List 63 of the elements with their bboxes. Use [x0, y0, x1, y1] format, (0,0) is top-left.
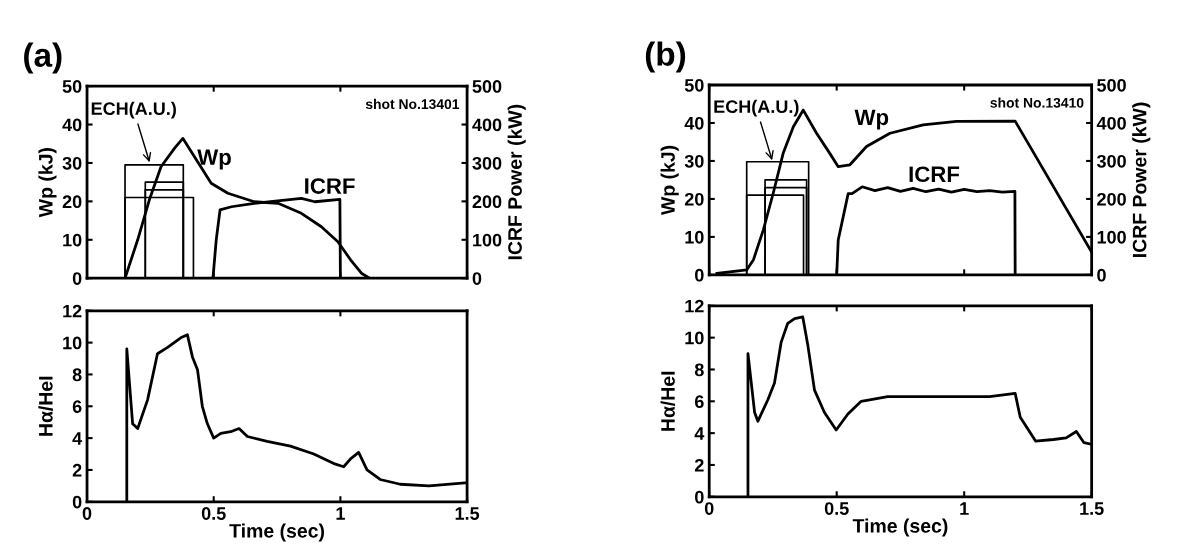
y-tick-label: 12 — [63, 304, 82, 318]
y-tick-label: 40 — [684, 116, 704, 130]
y-tick-label: 50 — [684, 78, 704, 92]
chart-title: (b) — [645, 41, 686, 73]
y2-tick-label: 100 — [1097, 230, 1126, 244]
y-tick-label: 10 — [685, 230, 704, 244]
y2-tick-label: 0 — [1097, 268, 1106, 282]
y-tick-label: 6 — [694, 395, 704, 409]
y-tick-label: 30 — [62, 156, 82, 170]
y-tick-label: 0 — [72, 272, 82, 285]
y-tick-label: 50 — [62, 80, 82, 93]
annotation: ICRF — [909, 166, 960, 183]
y-tick-label: 4 — [694, 427, 705, 440]
y2-tick-label: 500 — [472, 80, 502, 93]
annotation: shot No.13401 — [365, 98, 460, 110]
x-tick-label: 0 — [82, 507, 92, 520]
x-tick-label: 0 — [704, 502, 714, 515]
y2-axis-title: ICRF Power (kW) — [1132, 102, 1151, 257]
x-axis-title: Time (sec) — [852, 518, 948, 537]
chart-title: (a) — [24, 42, 62, 74]
annotation: shot No.13410 — [990, 97, 1084, 108]
y2-tick-label: 500 — [1097, 78, 1126, 92]
x-tick-label: 1.5 — [1080, 502, 1104, 515]
y-axis-title: Hα/HeI — [38, 376, 53, 436]
y-tick-label: 40 — [62, 118, 82, 132]
y-tick-label: 20 — [684, 192, 704, 206]
annotation: ICRF — [305, 178, 355, 194]
annotation: ECH(A.U.) — [714, 99, 799, 117]
y2-tick-label: 0 — [472, 272, 482, 285]
y-axis-title: Wp (kJ) — [38, 148, 57, 218]
y-tick-label: 4 — [72, 432, 83, 445]
y2-tick-label: 300 — [1096, 154, 1126, 168]
x-tick-label: 0.5 — [201, 507, 226, 520]
annotation: Wp — [854, 109, 889, 130]
y-tick-label: 2 — [72, 463, 82, 477]
y-tick-label: 30 — [684, 154, 704, 168]
y2-axis-title: ICRF Power (kW) — [507, 104, 526, 260]
x-tick-label: 1 — [960, 502, 969, 515]
x-tick-label: 0.5 — [824, 502, 849, 515]
x-tick-label: 1 — [336, 507, 345, 520]
y-axis-title: Wp (kJ) — [660, 145, 679, 216]
annotation: Wp — [197, 149, 231, 170]
y-tick-label: 10 — [63, 233, 82, 247]
y-tick-label: 10 — [685, 331, 704, 345]
y-tick-label: 0 — [695, 268, 704, 282]
x-tick-label: 1.5 — [455, 507, 480, 520]
y-tick-label: 8 — [72, 368, 82, 382]
y-tick-label: 20 — [62, 195, 82, 209]
y2-tick-label: 400 — [472, 118, 502, 132]
y2-tick-label: 200 — [1097, 192, 1126, 206]
y2-tick-label: 200 — [472, 195, 502, 209]
y-axis-title: Hα/HeI — [660, 371, 676, 431]
y-tick-label: 12 — [685, 299, 704, 313]
y2-tick-label: 400 — [1096, 116, 1126, 130]
y-tick-label: 10 — [63, 336, 82, 350]
x-axis-title: Time (sec) — [229, 523, 325, 542]
y-tick-label: 8 — [694, 363, 704, 377]
y-tick-label: 2 — [694, 458, 704, 472]
annotation: ECH(A.U.) — [91, 101, 176, 119]
y-tick-label: 6 — [72, 400, 82, 413]
y2-tick-label: 300 — [472, 156, 502, 170]
y2-tick-label: 100 — [473, 233, 502, 247]
y-tick-label: 0 — [695, 490, 704, 504]
